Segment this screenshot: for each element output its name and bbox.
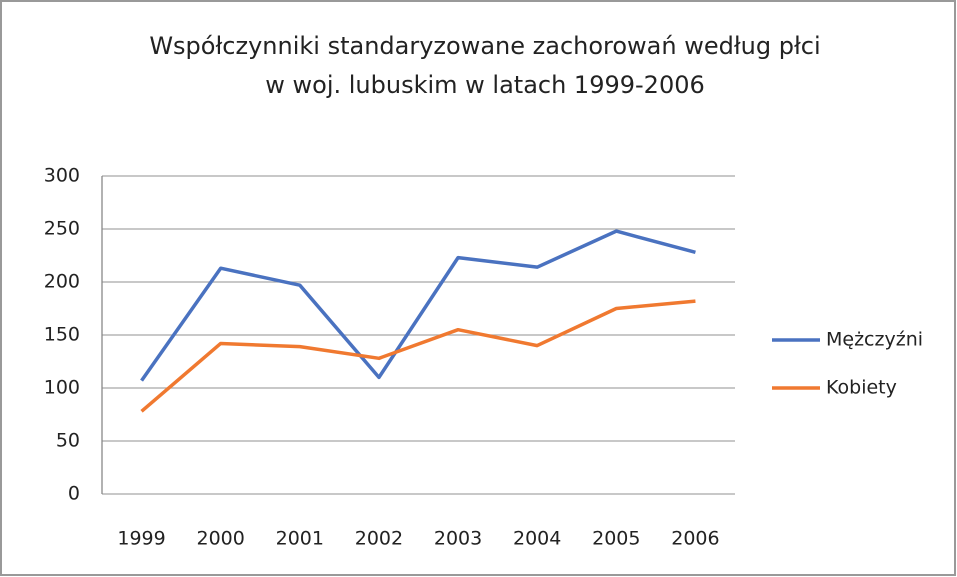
x-tick-label: 2002 bbox=[355, 528, 403, 550]
chart-title: w woj. lubuskim w latach 1999-2006 bbox=[265, 71, 705, 99]
x-tick-label: 2003 bbox=[434, 528, 482, 550]
legend-label: Mężczyźni bbox=[826, 329, 923, 351]
y-tick-label: 0 bbox=[68, 483, 80, 505]
x-tick-label: 2000 bbox=[197, 528, 245, 550]
data-line bbox=[140, 229, 696, 382]
y-tick-label: 200 bbox=[44, 271, 80, 293]
chart-title: Współczynniki standaryzowane zachorowań … bbox=[149, 32, 820, 60]
x-tick-label: 1999 bbox=[117, 528, 165, 550]
y-tick-label: 100 bbox=[44, 377, 80, 399]
y-tick-label: 250 bbox=[44, 218, 80, 240]
x-tick-label: 2006 bbox=[671, 528, 719, 550]
y-tick-label: 300 bbox=[44, 165, 80, 187]
y-tick-label: 150 bbox=[44, 324, 80, 346]
x-tick-label: 2001 bbox=[276, 528, 324, 550]
x-tick-label: 2005 bbox=[592, 528, 640, 550]
legend-label: Kobiety bbox=[826, 377, 897, 399]
data-line bbox=[140, 299, 696, 413]
y-tick-label: 50 bbox=[56, 430, 80, 452]
x-tick-label: 2004 bbox=[513, 528, 561, 550]
